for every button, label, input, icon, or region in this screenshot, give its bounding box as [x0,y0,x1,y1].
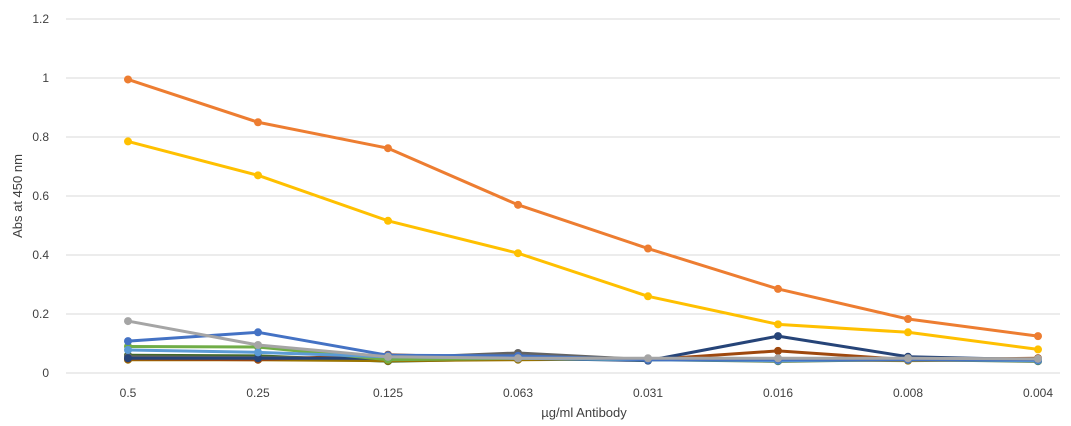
data-point [774,284,782,293]
data-point [904,315,912,324]
data-point [124,337,132,346]
data-point [254,118,262,127]
data-point [124,345,132,354]
x-tick-label: 0.031 [633,386,663,400]
x-tick-label: 0.063 [503,386,533,400]
data-point [774,354,782,363]
data-point [514,354,522,363]
data-point [1034,332,1042,341]
y-tick-label: 0.8 [32,130,49,144]
data-point [644,292,652,301]
series-1 [124,75,1042,341]
data-point [124,137,132,146]
data-point [644,354,652,363]
y-tick-label: 0.6 [32,189,49,203]
data-point [384,144,392,153]
y-tick-label: 1.2 [32,12,49,26]
series-line [126,139,1040,351]
series-line [126,77,1040,338]
series-line [126,319,1040,361]
x-tick-label: 0.125 [373,386,403,400]
y-tick-label: 0.2 [32,307,49,321]
x-tick-label: 0.004 [1023,386,1053,400]
data-point [254,171,262,180]
data-point [514,249,522,258]
y-tick-label: 0.4 [32,248,49,262]
gridlines [66,18,1060,374]
y-axis-tick-labels: 0 0.2 0.4 0.6 0.8 1 1.2 [32,12,49,380]
data-point [124,75,132,84]
x-axis-title: µg/ml Antibody [541,405,627,420]
data-point [904,328,912,337]
data-point [124,317,132,326]
data-point [124,354,132,363]
data-point [254,328,262,337]
data-point [1034,345,1042,354]
x-tick-label: 0.008 [893,386,923,400]
x-axis-tick-labels: 0.5 0.25 0.125 0.063 0.031 0.016 0.008 0.004 [120,386,1054,400]
data-point [514,200,522,209]
data-point [254,354,262,363]
y-axis-title: Abs at 450 nm [10,154,25,238]
x-tick-label: 0.5 [120,386,137,400]
data-point [774,332,782,341]
data-point [384,216,392,225]
series-lines [124,75,1042,366]
data-point [254,348,262,357]
series-2 [124,137,1042,354]
x-tick-label: 0.016 [763,386,793,400]
data-point [774,346,782,355]
data-point [1034,354,1042,363]
x-tick-label: 0.25 [246,386,270,400]
data-point [384,352,392,361]
series-3 [124,317,1042,363]
data-point [904,354,912,363]
data-point [254,340,262,349]
y-tick-label: 0 [42,366,49,380]
data-point [774,320,782,329]
y-tick-label: 1 [42,71,49,85]
data-point [644,244,652,253]
